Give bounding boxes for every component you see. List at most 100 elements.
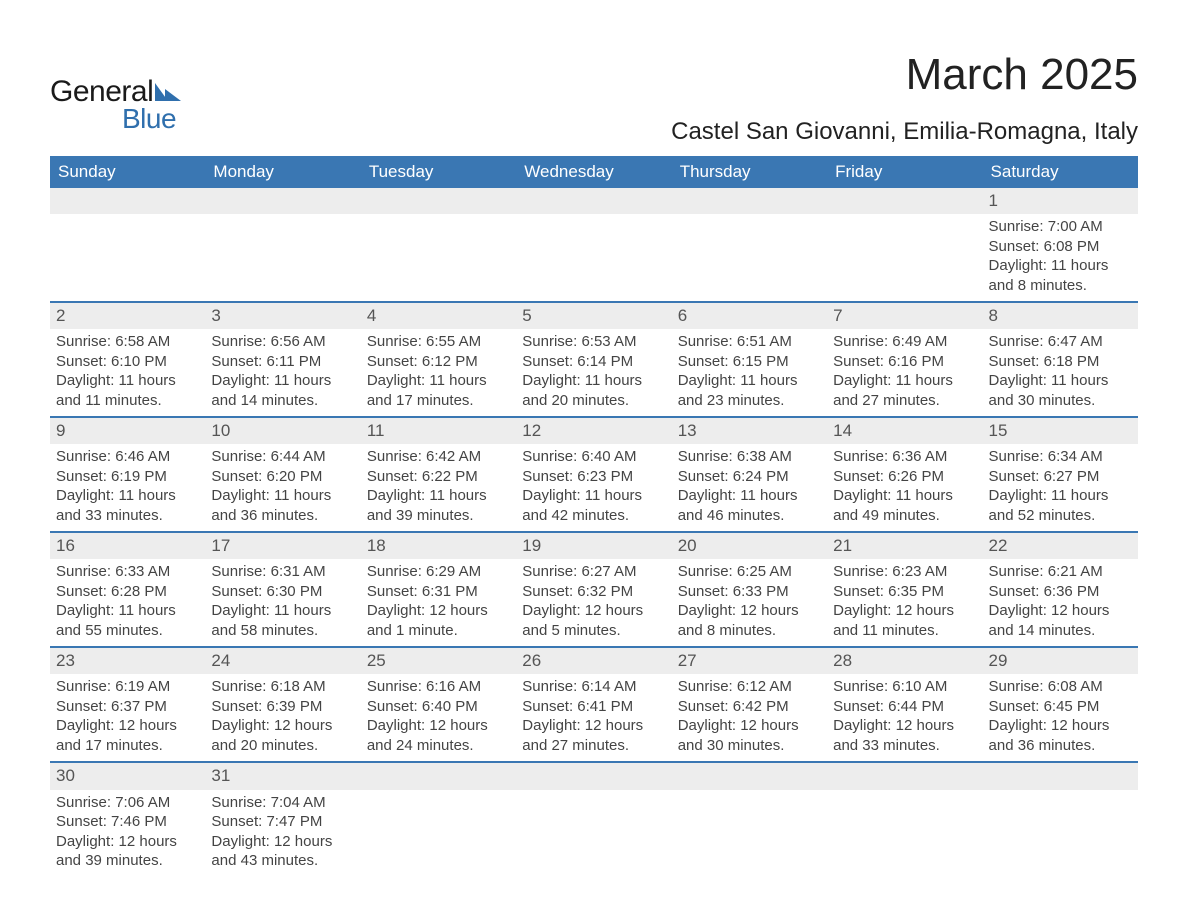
- day-detail-cell: Sunrise: 6:47 AMSunset: 6:18 PMDaylight:…: [983, 329, 1138, 417]
- day-number-cell: 16: [50, 532, 205, 559]
- daylight-text-1: Daylight: 12 hours: [678, 601, 821, 621]
- day-number-cell: 30: [50, 762, 205, 789]
- brand-logo: General Blue: [50, 50, 181, 135]
- day-number-cell: 31: [205, 762, 360, 789]
- day-number-cell: 15: [983, 417, 1138, 444]
- sunrise-text: Sunrise: 6:14 AM: [522, 677, 665, 697]
- sunset-text: Sunset: 6:39 PM: [211, 697, 354, 717]
- sunset-text: Sunset: 6:32 PM: [522, 582, 665, 602]
- day-number-cell: [205, 188, 360, 214]
- day-number-cell: 13: [672, 417, 827, 444]
- sunrise-text: Sunrise: 6:55 AM: [367, 332, 510, 352]
- day-detail-cell: [827, 214, 982, 302]
- location-subtitle: Castel San Giovanni, Emilia-Romagna, Ita…: [671, 118, 1138, 146]
- day-number-cell: 8: [983, 302, 1138, 329]
- day-number-cell: 23: [50, 647, 205, 674]
- weekday-header-row: Sunday Monday Tuesday Wednesday Thursday…: [50, 156, 1138, 188]
- sunrise-text: Sunrise: 6:34 AM: [989, 447, 1132, 467]
- sunset-text: Sunset: 6:45 PM: [989, 697, 1132, 717]
- day-number-cell: [827, 762, 982, 789]
- sunset-text: Sunset: 6:27 PM: [989, 467, 1132, 487]
- day-detail-cell: [361, 214, 516, 302]
- daylight-text-1: Daylight: 11 hours: [211, 486, 354, 506]
- day-number-cell: 22: [983, 532, 1138, 559]
- day-number-cell: 10: [205, 417, 360, 444]
- day-detail-cell: Sunrise: 6:23 AMSunset: 6:35 PMDaylight:…: [827, 559, 982, 647]
- day-detail-cell: Sunrise: 6:29 AMSunset: 6:31 PMDaylight:…: [361, 559, 516, 647]
- sunrise-text: Sunrise: 6:38 AM: [678, 447, 821, 467]
- day-detail-cell: Sunrise: 6:31 AMSunset: 6:30 PMDaylight:…: [205, 559, 360, 647]
- daylight-text-1: Daylight: 12 hours: [211, 716, 354, 736]
- daylight-text-2: and 14 minutes.: [989, 621, 1132, 641]
- daylight-text-2: and 46 minutes.: [678, 506, 821, 526]
- sunset-text: Sunset: 7:47 PM: [211, 812, 354, 832]
- daylight-text-1: Daylight: 11 hours: [211, 601, 354, 621]
- daylight-text-2: and 8 minutes.: [989, 276, 1132, 296]
- daylight-text-2: and 27 minutes.: [833, 391, 976, 411]
- daylight-text-1: Daylight: 12 hours: [989, 601, 1132, 621]
- day-detail-cell: Sunrise: 6:49 AMSunset: 6:16 PMDaylight:…: [827, 329, 982, 417]
- week-detail-row: Sunrise: 7:06 AMSunset: 7:46 PMDaylight:…: [50, 790, 1138, 877]
- day-detail-cell: Sunrise: 6:12 AMSunset: 6:42 PMDaylight:…: [672, 674, 827, 762]
- week-detail-row: Sunrise: 6:46 AMSunset: 6:19 PMDaylight:…: [50, 444, 1138, 532]
- sunrise-text: Sunrise: 6:25 AM: [678, 562, 821, 582]
- daylight-text-1: Daylight: 11 hours: [211, 371, 354, 391]
- day-number-cell: 4: [361, 302, 516, 329]
- sunrise-text: Sunrise: 6:44 AM: [211, 447, 354, 467]
- day-detail-cell: [516, 790, 671, 877]
- daylight-text-2: and 36 minutes.: [211, 506, 354, 526]
- calendar-body: 1Sunrise: 7:00 AMSunset: 6:08 PMDaylight…: [50, 188, 1138, 877]
- daylight-text-2: and 11 minutes.: [833, 621, 976, 641]
- daylight-text-2: and 36 minutes.: [989, 736, 1132, 756]
- daylight-text-1: Daylight: 11 hours: [367, 371, 510, 391]
- sunset-text: Sunset: 6:44 PM: [833, 697, 976, 717]
- day-number-cell: 19: [516, 532, 671, 559]
- day-detail-cell: Sunrise: 7:04 AMSunset: 7:47 PMDaylight:…: [205, 790, 360, 877]
- sunset-text: Sunset: 6:10 PM: [56, 352, 199, 372]
- sunset-text: Sunset: 6:19 PM: [56, 467, 199, 487]
- day-number-cell: [361, 762, 516, 789]
- week-daynum-row: 9101112131415: [50, 417, 1138, 444]
- daylight-text-1: Daylight: 11 hours: [522, 486, 665, 506]
- week-daynum-row: 23242526272829: [50, 647, 1138, 674]
- day-detail-cell: [361, 790, 516, 877]
- day-detail-cell: Sunrise: 6:27 AMSunset: 6:32 PMDaylight:…: [516, 559, 671, 647]
- daylight-text-1: Daylight: 12 hours: [211, 832, 354, 852]
- sunrise-text: Sunrise: 6:10 AM: [833, 677, 976, 697]
- daylight-text-2: and 55 minutes.: [56, 621, 199, 641]
- week-daynum-row: 2345678: [50, 302, 1138, 329]
- daylight-text-1: Daylight: 12 hours: [56, 832, 199, 852]
- day-detail-cell: Sunrise: 6:21 AMSunset: 6:36 PMDaylight:…: [983, 559, 1138, 647]
- day-number-cell: [361, 188, 516, 214]
- sunrise-text: Sunrise: 6:12 AM: [678, 677, 821, 697]
- week-detail-row: Sunrise: 6:33 AMSunset: 6:28 PMDaylight:…: [50, 559, 1138, 647]
- daylight-text-2: and 1 minute.: [367, 621, 510, 641]
- day-detail-cell: Sunrise: 6:18 AMSunset: 6:39 PMDaylight:…: [205, 674, 360, 762]
- sunset-text: Sunset: 6:42 PM: [678, 697, 821, 717]
- daylight-text-1: Daylight: 12 hours: [989, 716, 1132, 736]
- day-detail-cell: [672, 790, 827, 877]
- col-wednesday: Wednesday: [516, 156, 671, 188]
- day-detail-cell: [672, 214, 827, 302]
- sunset-text: Sunset: 6:16 PM: [833, 352, 976, 372]
- daylight-text-2: and 24 minutes.: [367, 736, 510, 756]
- day-detail-cell: Sunrise: 6:19 AMSunset: 6:37 PMDaylight:…: [50, 674, 205, 762]
- daylight-text-1: Daylight: 11 hours: [989, 256, 1132, 276]
- sunset-text: Sunset: 6:36 PM: [989, 582, 1132, 602]
- day-detail-cell: [50, 214, 205, 302]
- header: General Blue March 2025 Castel San Giova…: [50, 50, 1138, 156]
- day-number-cell: 29: [983, 647, 1138, 674]
- sunrise-text: Sunrise: 7:06 AM: [56, 793, 199, 813]
- daylight-text-2: and 27 minutes.: [522, 736, 665, 756]
- day-number-cell: 7: [827, 302, 982, 329]
- daylight-text-2: and 52 minutes.: [989, 506, 1132, 526]
- day-number-cell: 17: [205, 532, 360, 559]
- sunset-text: Sunset: 6:11 PM: [211, 352, 354, 372]
- day-number-cell: 9: [50, 417, 205, 444]
- day-number-cell: [827, 188, 982, 214]
- daylight-text-2: and 30 minutes.: [989, 391, 1132, 411]
- sunset-text: Sunset: 6:14 PM: [522, 352, 665, 372]
- day-detail-cell: Sunrise: 6:14 AMSunset: 6:41 PMDaylight:…: [516, 674, 671, 762]
- sunset-text: Sunset: 6:28 PM: [56, 582, 199, 602]
- sunrise-text: Sunrise: 6:36 AM: [833, 447, 976, 467]
